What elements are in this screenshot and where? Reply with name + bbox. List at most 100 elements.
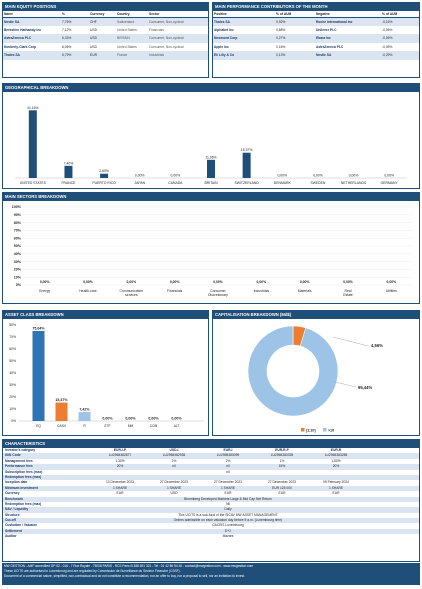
table-row: Berkshire Hathaway Inc 7,12% USD United Sta… [3, 26, 208, 35]
y-tick-label: 70% [9, 335, 16, 339]
performance-contributors-title: MAIN PERFORMANCE CONTRIBUTORS OF THE MON… [213, 3, 419, 11]
characteristic-label: Investor's category [5, 448, 36, 452]
category-label: EQ [36, 424, 41, 428]
characteristics-table: Investor's category EUR-I-P USD-I EUR-I EUR-… [3, 448, 419, 540]
category-label: Communication [120, 289, 144, 293]
contrib-positive-name: Newmont Corp [213, 34, 275, 43]
equity-name: Nestle SA [3, 17, 61, 26]
characteristic-label: Cut-off [5, 518, 16, 523]
equity-name: AstraZeneca PLC [3, 34, 61, 43]
contrib-header-positive-pct: % of AUM [275, 11, 315, 18]
characteristic-value: EUR-I-P [113, 448, 127, 452]
table-row: Thales SA 0,92% Roche International Inc -0,… [213, 17, 419, 26]
characteristic-value: EUR-I [223, 448, 233, 452]
characteristic-value: EUR [224, 491, 232, 496]
contrib-negative-pct: -0,05% [382, 27, 393, 32]
equity-country: United States [117, 27, 137, 32]
data-label: 0,00% [127, 280, 137, 284]
category-label: FRANCE [61, 181, 76, 185]
characteristic-label: Currency [5, 491, 20, 496]
characteristic-label: Subscription fees (max) [5, 469, 43, 474]
performance-contributors-panel: MAIN PERFORMANCE CONTRIBUTORS OF THE MON… [212, 2, 420, 78]
footer-regulation: These UCITS are authorised in Luxembourg… [4, 569, 181, 574]
contrib-negative-pct: -0,05% [381, 34, 419, 43]
capitalisation-breakdown-panel: CAPITALISATION BREAKDOWN (Md$) 4,56% 95,4… [212, 310, 420, 436]
category-label: PUERTO RICO [92, 181, 116, 185]
y-tick-label: 70% [14, 229, 22, 233]
characteristic-label: NAV / Liquidity [5, 507, 29, 512]
y-tick-label: 90% [14, 213, 22, 217]
characteristic-value: D+2 [224, 528, 232, 533]
data-label: 0,00% [300, 280, 310, 284]
characteristic-label: Redemption fees (max) [5, 474, 42, 479]
characteristic-value: 09 February 2024 [322, 480, 350, 485]
equity-pct: 6,05% [62, 44, 72, 49]
equity-currency: CHF [89, 17, 116, 26]
characteristic-value: nil [172, 464, 176, 469]
data-label: 0,00% [171, 174, 181, 178]
characteristic-value: LU2965383255 [324, 453, 348, 458]
contrib-negative-pct: -0,29% [381, 51, 419, 60]
equity-pct: 7,12% [62, 27, 72, 32]
y-tick-label: 50% [9, 359, 16, 363]
y-tick-label: 10% [14, 275, 22, 279]
data-label: 0,00% [125, 417, 136, 421]
leader-line [334, 381, 357, 388]
data-label: 15,37% [241, 148, 253, 152]
equity-header-name: Name [3, 11, 61, 18]
category-label: Consumer [210, 289, 227, 293]
characteristic-label: Redemption fees (max) [5, 501, 42, 506]
data-label: 0,00% [343, 280, 353, 284]
equity-sector: Consumer, Non-cyclical [149, 44, 184, 49]
characteristic-value: Bloomberg Developed Markets Large & Mid … [184, 496, 272, 501]
equity-pct: 5,79% [61, 51, 89, 60]
table-row: Custodian / Valuator CACEIS Luxembourg [3, 523, 419, 528]
equity-header-pct: % [61, 11, 89, 18]
equity-positions-panel: MAIN EQUITY POSITIONS Name % Currency Co… [2, 2, 209, 78]
legend-label: >10 [328, 428, 334, 432]
characteristic-value: EUR [278, 491, 286, 496]
table-row: Currency EUR USD EUR EUR EUR [3, 491, 419, 496]
data-label: 0,00% [257, 280, 267, 284]
characteristic-value: Nil [226, 501, 230, 506]
data-label: 0,00% [349, 174, 359, 178]
y-tick-label: 60% [9, 347, 16, 351]
data-label: 0,00% [171, 417, 182, 421]
table-row: ISIN Code LU2965382877 LU2965382935 LU29653… [3, 453, 419, 459]
bar [242, 152, 251, 178]
characteristic-value: 1,30% [115, 458, 125, 463]
characteristic-value: LU2965383339 [270, 453, 294, 458]
characteristic-label: Performance fees [5, 464, 33, 469]
table-row: Thales SA 5,79% EUR France Industrials [3, 51, 208, 60]
characteristic-value: LU2965382877 [108, 453, 132, 458]
equity-pct: 7,76% [61, 17, 89, 26]
pie-slice [247, 325, 339, 417]
equity-header-sector: Sector [148, 11, 208, 18]
data-label: 0,00% [384, 174, 394, 178]
characteristic-label: Minimum investment [5, 485, 38, 490]
table-row: Newmont Corp 0,27% Ebara Inc -0,05% [213, 34, 419, 43]
y-tick-label: 80% [9, 323, 16, 327]
data-label: 0,00% [83, 280, 93, 284]
contrib-negative-name: Roche International Inc [315, 17, 381, 26]
table-row: Kimberly-Clark Corp 6,05% USD United States… [3, 43, 208, 52]
category-label: Health-care [79, 289, 97, 293]
characteristic-value: USD [170, 491, 178, 496]
table-row: Management fees 1,30% 2% 2% 1% 1,50% [3, 459, 419, 464]
characteristic-value: EUR 125 000 [272, 485, 292, 490]
table-row: Alphabet Inc 0,58% Unilever PLC -0,05% [213, 26, 419, 35]
contrib-positive-pct: 0,13% [275, 51, 315, 60]
equity-country: United States [117, 44, 137, 49]
data-label: 0,00% [170, 280, 180, 284]
y-tick-label: 80% [14, 221, 22, 225]
asset-class-breakdown-title: ASSET CLASS BREAKDOWN [3, 311, 208, 319]
data-label: 7,40% [64, 161, 74, 165]
characteristic-value: 27 December 2023 [267, 480, 297, 485]
data-label: 0,00% [313, 174, 323, 178]
table-row: Minimum investment 1 SHARE 1 SHARE 1 SHARE E… [3, 485, 419, 492]
category-label: Discretionary [208, 293, 228, 297]
category-label: FI [83, 424, 86, 428]
characteristic-value: Daily [224, 507, 232, 512]
characteristic-value: USD-I [169, 448, 179, 452]
table-row: Investor's category EUR-I-P USD-I EUR-I EUR-… [3, 448, 419, 453]
